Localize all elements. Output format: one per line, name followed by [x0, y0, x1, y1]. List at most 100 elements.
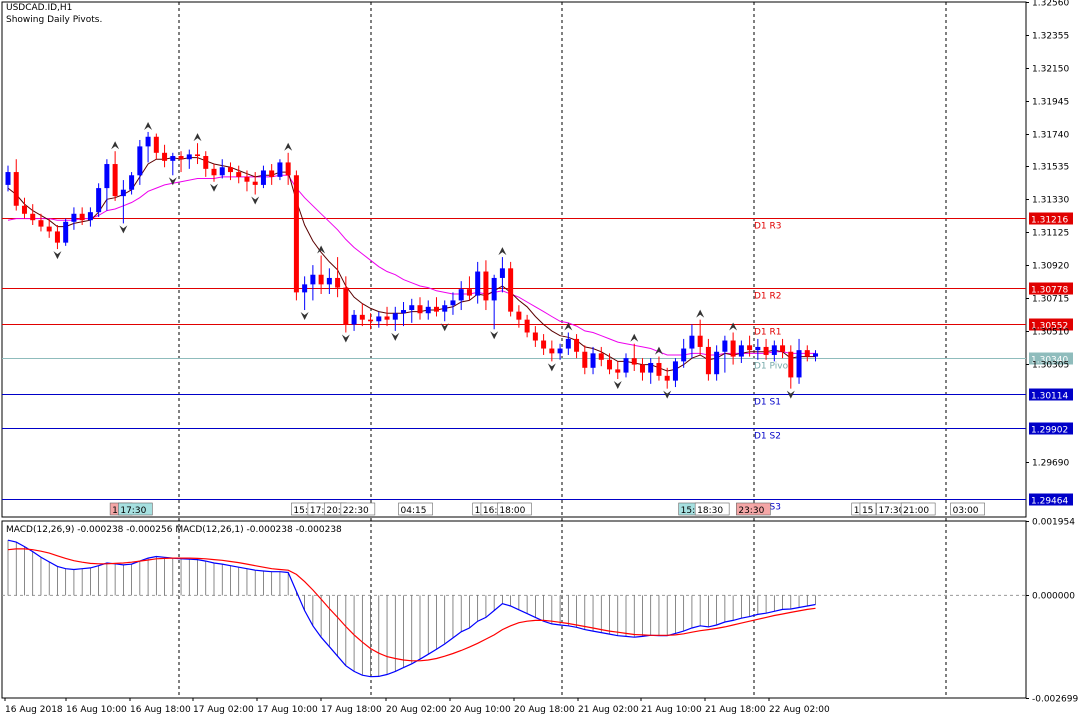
candle-body-40 — [335, 277, 341, 288]
candle-body-92 — [763, 346, 769, 355]
pivot-line-label-0: D1 R3 — [754, 222, 782, 232]
price-tag-1: 1.30778 — [1031, 286, 1068, 296]
candle-body-53 — [442, 305, 448, 312]
candle-body-0 — [5, 172, 11, 185]
session-tag-10: 15:55 — [681, 506, 707, 516]
candle-body-90 — [747, 345, 753, 351]
pivot-line-label-4: D1 S1 — [754, 398, 781, 408]
session-tag-7: 1 — [475, 506, 481, 516]
y-tick-label-10: 1.30510 — [1032, 328, 1069, 338]
fractal-up-34 — [284, 142, 293, 151]
candle-body-77 — [639, 364, 645, 373]
x-tick-label-12: 22 Aug 02:00 — [769, 705, 830, 715]
fractal-down-6 — [53, 251, 62, 260]
price-tag-bg-0 — [1029, 212, 1073, 225]
candle-body-45 — [376, 316, 382, 322]
fractal-up-23 — [193, 133, 202, 142]
candle-body-16 — [137, 146, 143, 176]
price-tag-3: 1.30340 — [1031, 356, 1068, 366]
macd-tick-label-2: -0.002699 — [1032, 695, 1078, 705]
fractal-down-20 — [168, 177, 177, 186]
fractal-down-95 — [786, 390, 795, 399]
fractal-up-79 — [654, 346, 663, 355]
candle-body-7 — [63, 221, 69, 243]
candle-body-82 — [681, 348, 687, 362]
x-tick-label-2: 16 Aug 18:00 — [130, 705, 191, 715]
chart-symbol-title: USDCAD.ID,H1 — [6, 3, 73, 13]
x-tick-label-6: 20 Aug 02:00 — [386, 705, 447, 715]
candle-body-44 — [368, 319, 374, 322]
candle-body-4 — [38, 220, 44, 227]
candle-body-57 — [475, 271, 481, 296]
candle-body-68 — [565, 338, 571, 349]
fractal-down-47 — [391, 332, 400, 341]
candle-body-73 — [607, 359, 613, 370]
candle-body-80 — [664, 375, 670, 381]
pivot-line-label-1: D1 R2 — [754, 292, 782, 302]
price-tag-4: 1.30114 — [1031, 392, 1068, 402]
fractal-down-74 — [613, 381, 622, 390]
price-tag-bg-1 — [1029, 282, 1073, 295]
session-tag-box-9 — [497, 502, 532, 516]
price-tag-bg-5 — [1029, 422, 1073, 435]
candle-body-25 — [211, 168, 217, 176]
candle-body-91 — [755, 346, 761, 351]
fractal-up-88 — [729, 322, 738, 331]
x-tick-label-10: 21 Aug 10:00 — [641, 705, 702, 715]
candle-body-41 — [343, 287, 349, 325]
price-tag-5: 1.29902 — [1031, 426, 1068, 436]
session-tag-box-12 — [736, 502, 771, 516]
price-tag-bg-2 — [1029, 318, 1073, 331]
y-tick-label-12: 1.29690 — [1032, 459, 1069, 469]
candle-body-87 — [722, 340, 728, 352]
candle-body-64 — [532, 332, 538, 341]
fractal-down-66 — [547, 363, 556, 372]
session-tag-5: 22:30 — [343, 506, 369, 516]
candle-body-56 — [466, 289, 472, 296]
candle-body-52 — [433, 306, 439, 312]
fractal-up-68 — [564, 322, 573, 331]
candle-body-50 — [417, 305, 423, 314]
candle-body-97 — [804, 350, 810, 357]
fractal-down-14 — [119, 225, 128, 234]
price-tag-6: 1.29464 — [1031, 497, 1068, 507]
pivot-line-label-5: D1 S2 — [754, 432, 781, 442]
fractal-down-30 — [251, 196, 260, 205]
candle-body-12 — [104, 164, 110, 189]
candle-body-22 — [186, 154, 192, 160]
candle-body-28 — [236, 172, 242, 177]
candle-body-54 — [450, 300, 456, 306]
fractal-up-84 — [696, 309, 705, 318]
fractal-up-38 — [317, 245, 326, 254]
y-tick-label-11: 1.30305 — [1032, 361, 1069, 371]
fractal-down-53 — [440, 323, 449, 332]
candle-body-83 — [689, 335, 695, 349]
price-tag-0: 1.31216 — [1031, 216, 1068, 226]
candle-body-1 — [13, 172, 19, 206]
candle-body-18 — [153, 136, 159, 153]
y-tick-label-6: 1.31330 — [1032, 196, 1069, 206]
price-tag-bg-4 — [1029, 388, 1073, 401]
session-tag-box-5 — [340, 502, 376, 516]
candle-body-75 — [623, 358, 629, 373]
candle-body-9 — [79, 213, 85, 221]
price-tag-bg-3 — [1029, 352, 1073, 365]
fractal-down-25 — [210, 183, 218, 192]
y-tick-label-4: 1.31740 — [1032, 131, 1069, 141]
candle-body-37 — [310, 274, 316, 285]
session-tag-box-6 — [398, 502, 433, 516]
fractal-down-36 — [300, 312, 309, 321]
candle-body-98 — [813, 353, 819, 357]
x-tick-label-4: 17 Aug 10:00 — [257, 705, 318, 715]
candle-body-85 — [705, 346, 711, 375]
price-pane-frame — [1, 1, 1027, 518]
candle-body-89 — [738, 345, 744, 357]
candle-body-35 — [293, 175, 299, 293]
session-tag-4: 20: — [326, 506, 340, 516]
candle-body-71 — [590, 353, 596, 368]
fractal-down-80 — [663, 390, 672, 399]
session-tag-17: 03:00 — [953, 506, 979, 516]
candle-body-62 — [516, 311, 522, 320]
candle-body-86 — [714, 351, 720, 375]
